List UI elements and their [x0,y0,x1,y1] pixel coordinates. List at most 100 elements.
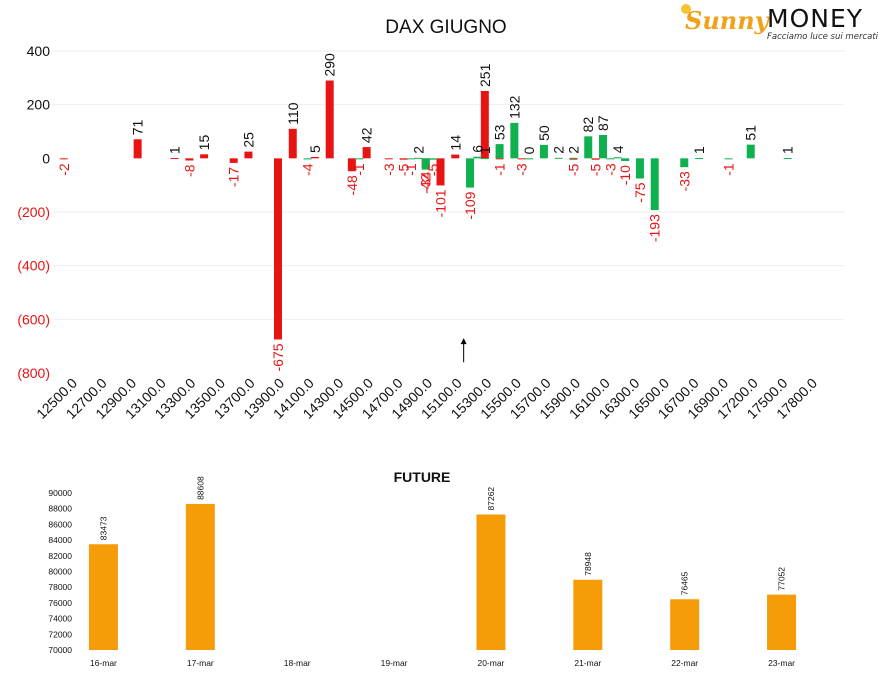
data-label: 25 [240,132,256,148]
data-label: 1 [780,146,796,154]
data-label: 132 [506,95,522,119]
y-tick-label: 80000 [48,567,72,577]
data-label: -675 [270,343,286,371]
bar [362,147,371,159]
y-tick-label: (600) [17,311,50,327]
bar [229,158,238,163]
y-tick-label: 90000 [48,488,72,498]
bar [569,158,578,160]
bar [185,158,194,161]
y-tick-label: 72000 [48,629,72,639]
bar [569,157,578,159]
data-label: 1 [691,146,707,154]
data-label: -8 [181,164,197,177]
data-label: 87 [595,115,611,131]
data-label: 1 [477,146,493,154]
y-tick-label: 82000 [48,551,72,561]
bar [510,122,519,159]
x-tick-label: 23-mar [768,658,795,668]
data-label: -42 [418,173,434,193]
bar [466,158,475,188]
bar [473,156,482,159]
bar [476,514,506,650]
logo-tagline: Facciamo luce sui mercati [767,32,879,42]
data-label: -75 [632,182,648,202]
arrow-head [460,338,467,345]
bar [584,136,593,159]
data-label: 6 [469,145,485,153]
x-tick-label: 17-mar [187,658,214,668]
y-tick-label: 78000 [48,582,72,592]
bar [591,158,600,160]
x-tick-label: 22-mar [671,658,698,668]
bar [59,158,68,160]
data-label: 14 [447,135,463,151]
data-label: 51 [743,125,759,141]
chart-title: DAX GIUGNO [385,17,506,38]
sun-icon [681,4,691,14]
bar [133,139,142,159]
data-label: -1 [492,163,508,176]
bar [635,158,644,179]
bar [310,156,319,159]
x-tick-label: 20-mar [477,658,504,668]
x-tick-label: 18-mar [284,658,311,668]
x-axis: 12500.012700.012900.013100.013300.013500… [33,375,820,422]
data-label: -5 [396,163,412,176]
bar [406,158,415,160]
sunny-money-logo: Sunny MONEY Facciamo luce sui mercati [681,4,879,42]
bar [650,158,659,211]
bar [554,157,563,159]
y-tick-label: 76000 [48,598,72,608]
data-label: 4 [610,145,626,153]
data-label: 2 [551,146,567,154]
data-label: 83473 [98,516,108,540]
bar [783,158,792,160]
bar [599,134,608,159]
bar [606,158,615,160]
chart-title: FUTURE [394,469,451,485]
bar [451,154,460,159]
bar [355,158,364,160]
data-label: -1 [351,163,367,176]
bar [746,144,755,159]
bar [495,158,504,160]
data-label: -10 [617,165,633,185]
bar [767,594,797,650]
data-label: 2 [565,146,581,154]
bar [480,158,489,160]
data-label: 53 [492,124,508,140]
bar [539,144,548,159]
data-label: 0 [521,146,537,154]
data-label: 76465 [680,571,690,595]
y-tick-label: 200 [27,97,51,113]
bar [517,158,526,160]
bar [670,599,700,650]
bar [573,579,603,650]
future-chart: FUTURE 70000 72000 74000 76000 78000 80000 820… [48,469,797,668]
data-label: -33 [676,171,692,191]
bar [347,158,356,172]
data-label: 71 [130,119,146,135]
data-label: 110 [285,102,301,125]
bars [88,503,797,650]
y-tick-label: 70000 [48,645,72,655]
data-label: -48 [344,175,360,195]
data-label: 290 [322,53,338,77]
data-label: -4 [300,163,316,176]
bar [429,158,438,160]
data-labels: 83473 88608 87262 78948 76465 77052 [98,476,786,595]
data-label: 87262 [486,487,496,511]
x-tick-label: 21-mar [574,658,601,668]
bar [399,158,408,160]
bar [480,90,489,159]
bar [185,503,215,650]
y-axis: 70000 72000 74000 76000 78000 80000 82000 84000… [48,488,72,655]
bar [680,158,689,168]
logo-brand-first: Sunny [685,6,769,35]
y-tick-label: 88000 [48,504,72,514]
bar [613,157,622,159]
y-tick-label: (800) [17,365,50,381]
data-label: 251 [477,63,493,87]
data-label: -17 [226,167,242,187]
